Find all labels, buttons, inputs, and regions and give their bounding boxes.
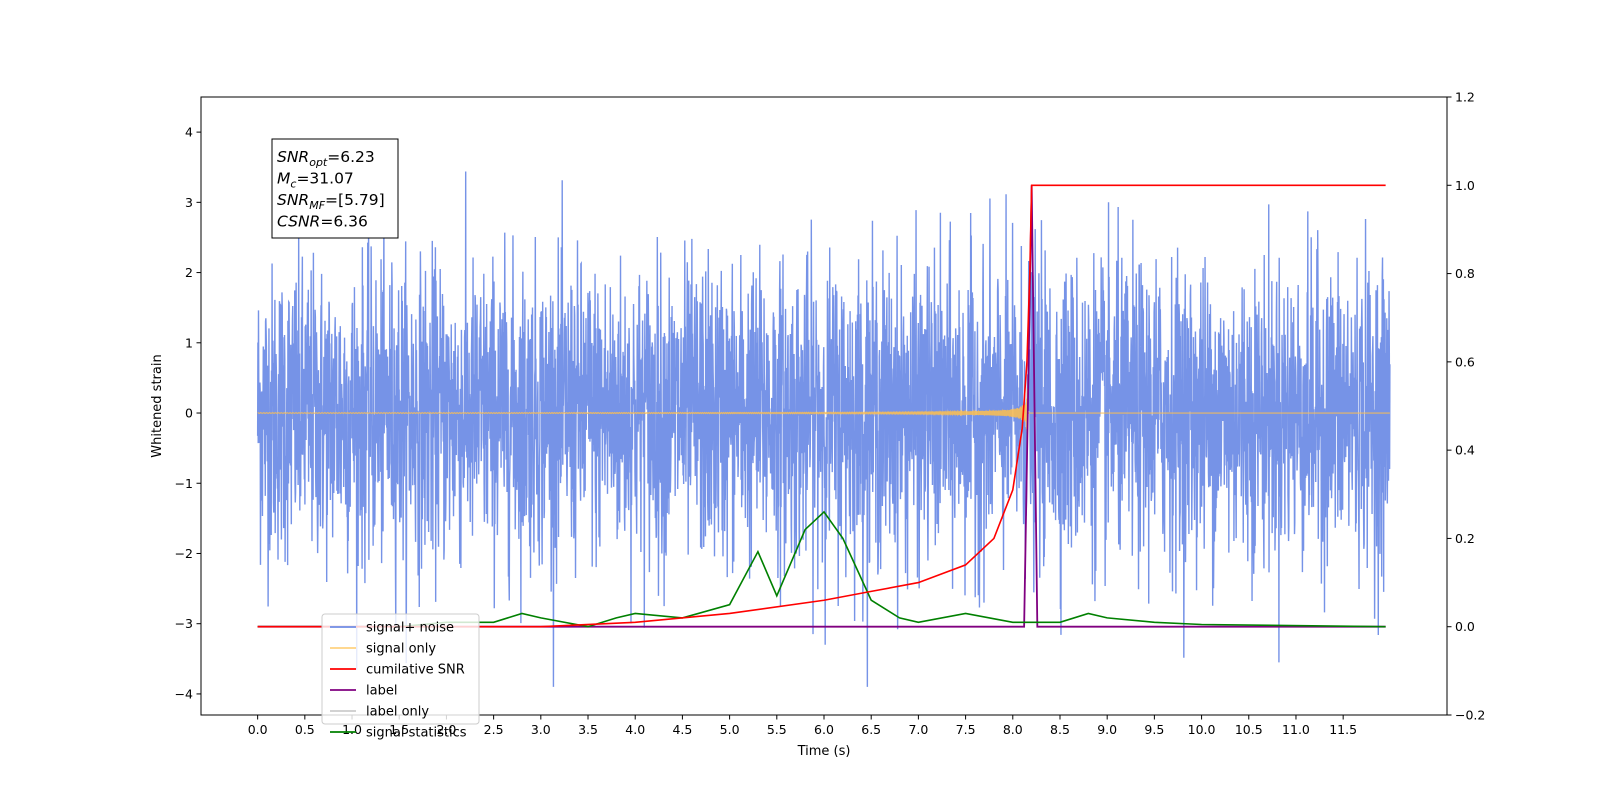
x-tick-label: 1.5: [389, 722, 409, 737]
legend-box: [321, 613, 480, 725]
x-tick-label: 5.0: [720, 722, 740, 737]
legend-label: signal only: [366, 642, 436, 657]
legend-label: label: [366, 684, 397, 699]
x-tick-label: 0.5: [295, 722, 315, 737]
annotation-line: SNRopt=6.23: [277, 148, 375, 169]
series-signal-statistics: [257, 510, 1386, 628]
legend-label: cumilative SNR: [366, 663, 465, 678]
annotation-box: [271, 138, 399, 239]
y-tick-label: 0: [185, 406, 193, 421]
x-tick-label: 7.0: [908, 722, 928, 737]
x-tick-label: 4.0: [625, 722, 645, 737]
x-tick-label: 0.0: [248, 722, 268, 737]
y-tick-label: 2: [185, 265, 193, 280]
y-tick-label: −4: [175, 686, 193, 701]
x-tick-label: 11.5: [1329, 722, 1357, 737]
y-tick-label: 3: [185, 195, 193, 210]
x-tick-label: 9.5: [1144, 722, 1164, 737]
y2-tick-label: 1.0: [1455, 178, 1475, 193]
y2-tick-label: −0.2: [1455, 708, 1485, 723]
y-tick-label: −2: [175, 546, 193, 561]
y2-tick-label: 0.2: [1455, 531, 1475, 546]
y2-tick-label: 0.8: [1455, 266, 1475, 281]
x-tick-label: 5.5: [767, 722, 787, 737]
x-tick-label: 3.5: [578, 722, 598, 737]
y-tick-label: −3: [175, 616, 193, 631]
x-tick-label: 2.0: [436, 722, 456, 737]
x-tick-label: 11.0: [1282, 722, 1310, 737]
y2-tick-label: 0.0: [1455, 619, 1475, 634]
x-tick-label: 3.0: [531, 722, 551, 737]
y-tick-label: 1: [185, 335, 193, 350]
x-tick-label: 4.5: [672, 722, 692, 737]
y-tick-label: 4: [185, 125, 193, 140]
x-tick-label: 10.5: [1235, 722, 1263, 737]
x-tick-label: 8.0: [1003, 722, 1023, 737]
y-tick-label: −1: [175, 476, 193, 491]
y2-tick-label: 0.4: [1455, 443, 1475, 458]
x-tick-label: 1.0: [342, 722, 362, 737]
x-tick-label: 6.0: [814, 722, 834, 737]
x-tick-label: 9.0: [1097, 722, 1117, 737]
x-tick-label: 8.5: [1050, 722, 1070, 737]
y2-tick-label: 1.2: [1455, 90, 1475, 105]
legend-label: label only: [366, 705, 429, 720]
series-signal-only: [257, 388, 1390, 433]
y-axis-label: Whitened strain: [150, 354, 165, 457]
annotation-line: CSNR=6.36: [277, 213, 368, 231]
legend-label: signal+ noise: [366, 621, 454, 636]
y2-tick-label: 0.6: [1455, 354, 1475, 369]
annotation-line: SNRMF=[5.79]: [277, 191, 385, 212]
legend-label: signal statistics: [366, 726, 467, 741]
series-signal-noise: [256, 171, 1391, 687]
x-tick-label: 2.5: [484, 722, 504, 737]
legend: signal+ noise signal only cumilative SNR la…: [321, 613, 480, 741]
x-tick-label: 6.5: [861, 722, 881, 737]
plot-area: [256, 171, 1391, 687]
x-axis-label: Time (s): [797, 744, 851, 759]
annotation-line: Mc=31.07: [277, 170, 354, 191]
x-tick-label: 7.5: [956, 722, 976, 737]
x-tick-label: 10.0: [1188, 722, 1216, 737]
series-cumulative-snr: [257, 184, 1386, 628]
